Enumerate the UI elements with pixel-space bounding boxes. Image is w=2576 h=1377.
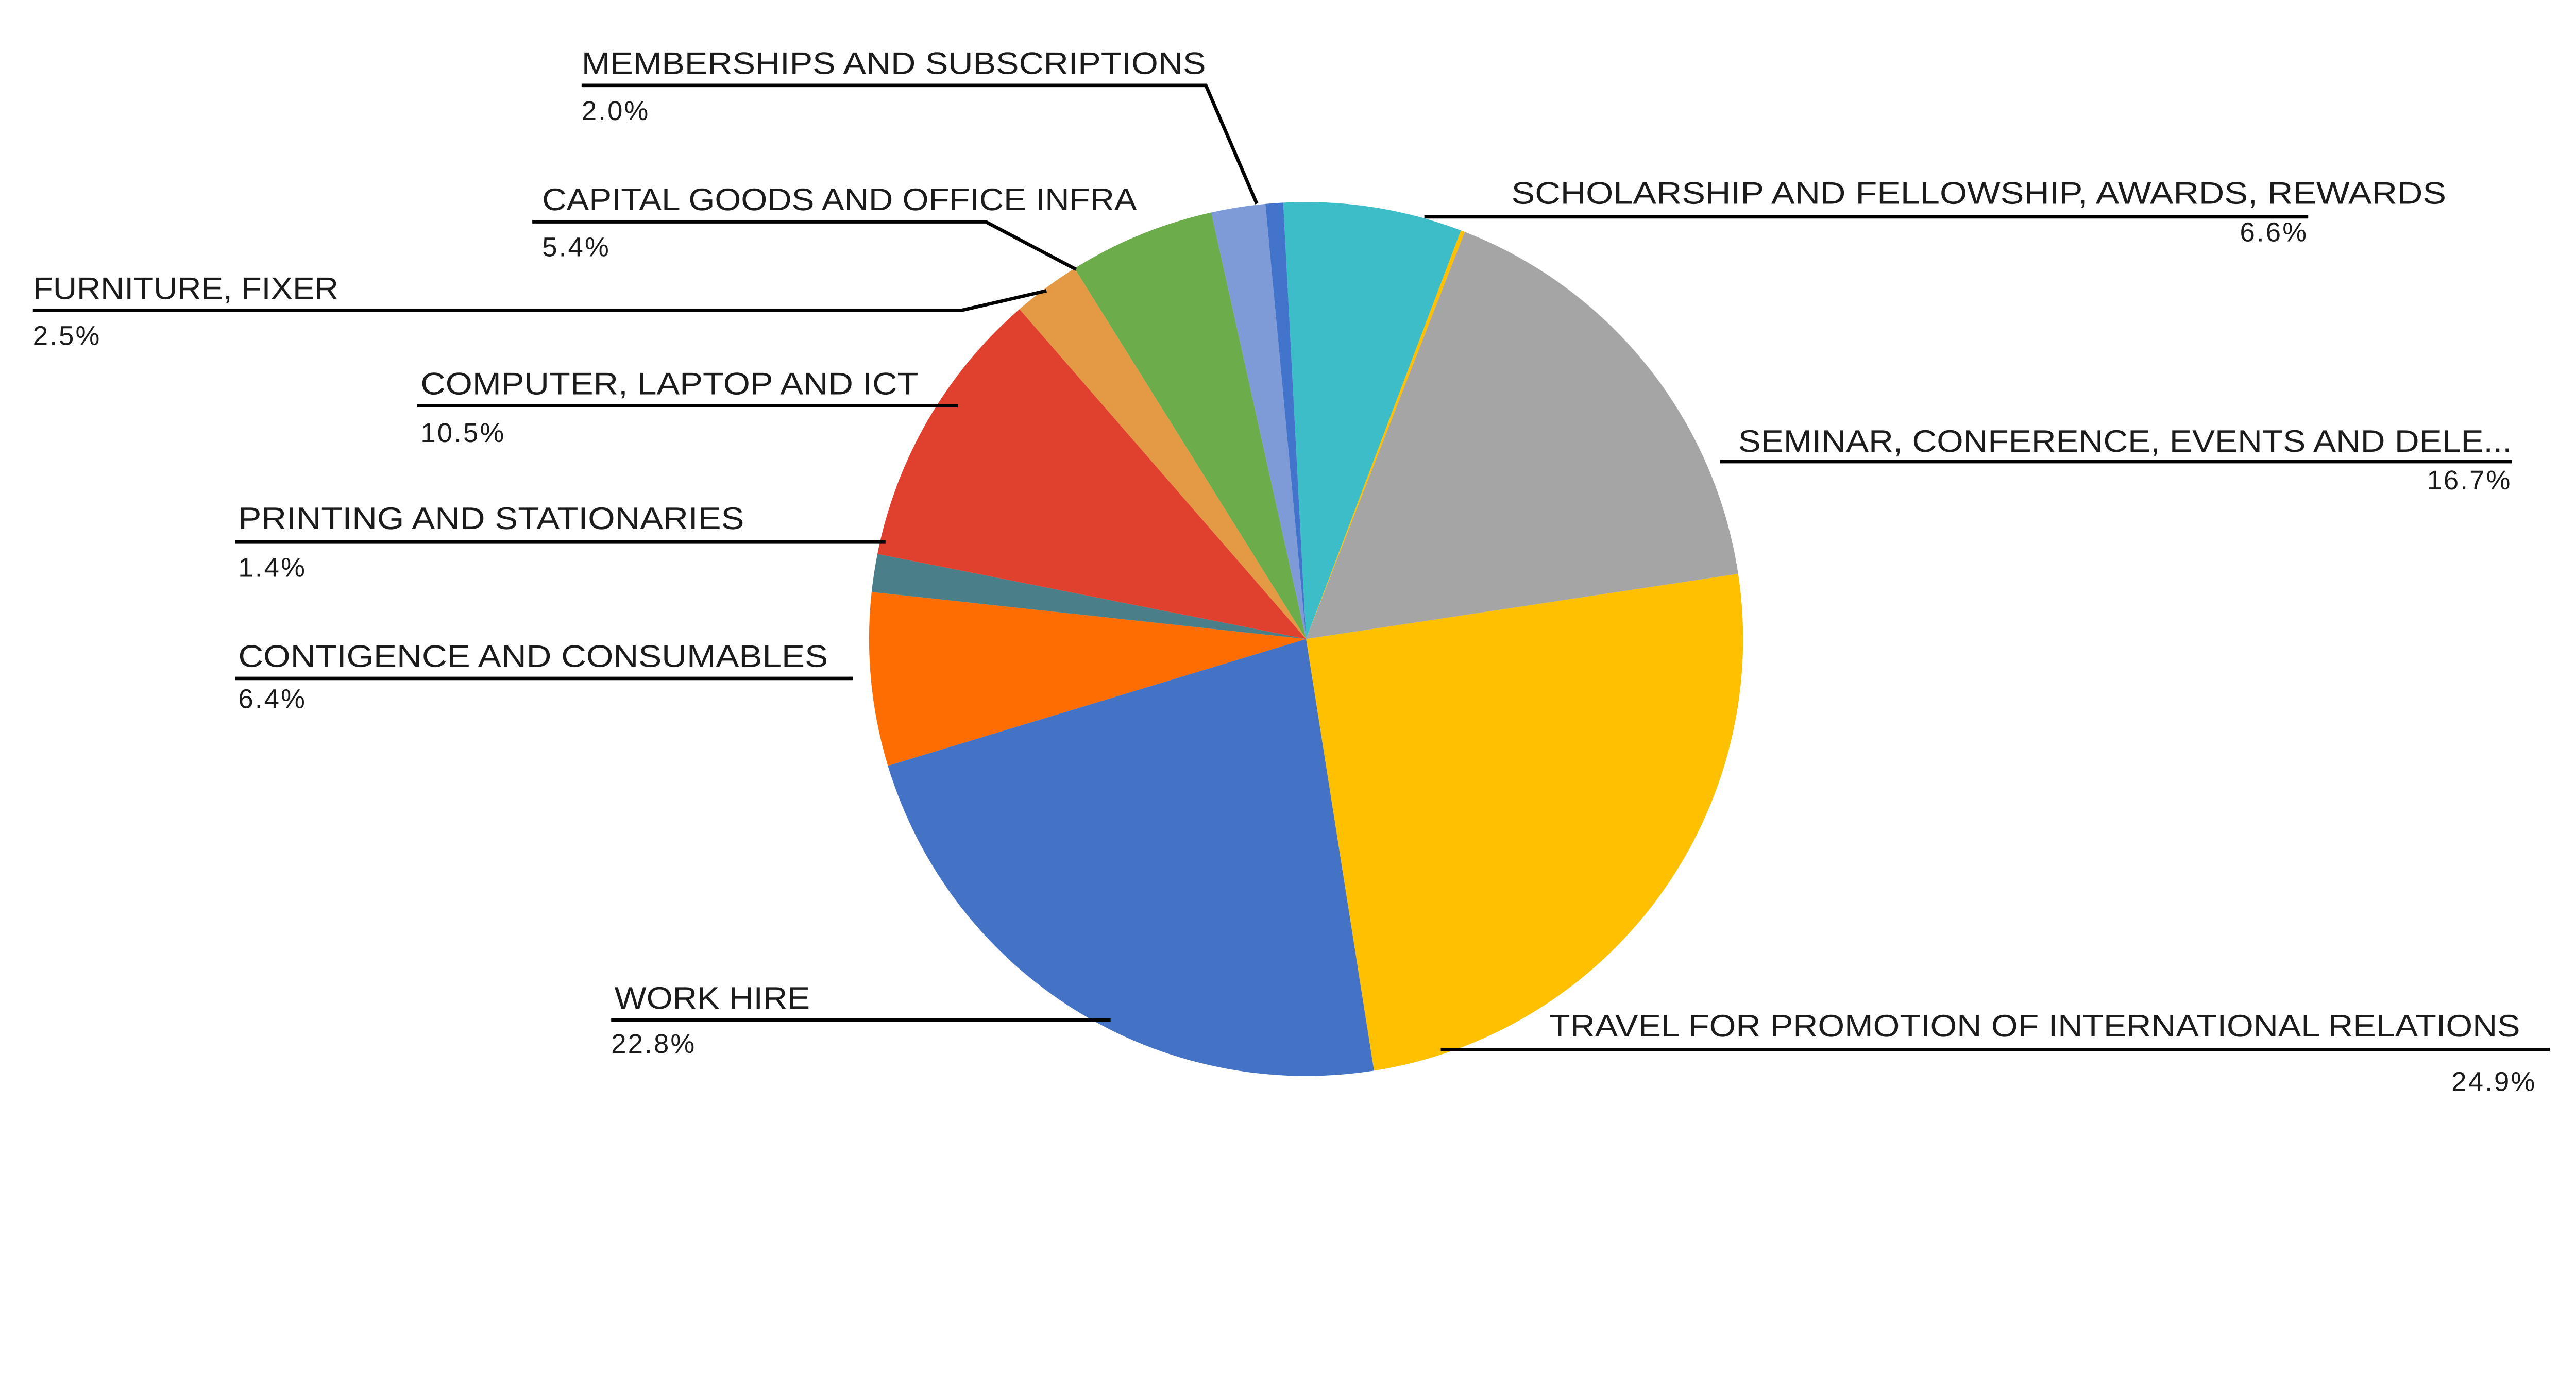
slice-value-capital-goods-and-office-infra: 5.4% (542, 233, 611, 263)
slice-value-computer-laptop-and-ict: 10.5% (420, 419, 505, 448)
slice-label-computer-laptop-and-ict: COMPUTER, LAPTOP AND ICT (420, 368, 919, 402)
slice-label-furniture-fixer: FURNITURE, FIXER (33, 273, 338, 307)
pie-slice-unlabeled-sliver-a[interactable] (1306, 230, 1465, 639)
slice-label-travel-promotion-international-relations: TRAVEL FOR PROMOTION OF INTERNATIONAL RE… (1549, 1010, 2520, 1045)
slice-value-work-hire: 22.8% (611, 1030, 696, 1059)
callout-line-capital-goods-and-office-infra (532, 220, 1077, 271)
slice-value-memberships-and-subscriptions: 2.0% (582, 97, 650, 126)
pie-slice-computer-laptop-and-ict[interactable] (877, 309, 1307, 639)
slice-label-printing-and-stationaries: PRINTING AND STATIONARIES (238, 503, 744, 537)
slice-value-travel-promotion-international-relations: 24.9% (2451, 1068, 2536, 1097)
slice-value-contigence-and-consumables: 6.4% (238, 685, 307, 715)
slice-label-work-hire: WORK HIRE (615, 982, 810, 1017)
slice-label-memberships-and-subscriptions: MEMBERSHIPS AND SUBSCRIPTIONS (582, 47, 1206, 82)
pie-slice-scholarship-fellowship-awards-rewards[interactable] (1283, 202, 1461, 639)
callout-line-furniture-fixer (32, 289, 1047, 313)
pie-slice-work-hire[interactable] (888, 639, 1374, 1076)
slice-label-seminar-conference-events: SEMINAR, CONFERENCE, EVENTS AND DELE... (1738, 426, 2512, 460)
pie-slice-furniture-fixer[interactable] (1019, 268, 1307, 639)
callout-line-memberships-and-subscriptions (581, 83, 1259, 205)
pie-slice-travel-promotion-international-relations[interactable] (1306, 573, 1743, 1071)
pie-slice-capital-goods-and-office-infra[interactable] (1074, 212, 1307, 639)
slice-label-capital-goods-and-office-infra: CAPITAL GOODS AND OFFICE INFRA (542, 184, 1137, 218)
pie-slice-printing-and-stationaries[interactable] (871, 554, 1307, 639)
slice-value-printing-and-stationaries: 1.4% (238, 554, 307, 583)
slice-label-contigence-and-consumables: CONTIGENCE AND CONSUMABLES (238, 641, 828, 675)
callout-lines-layer (32, 83, 2550, 1051)
pie-chart: SCHOLARSHIP AND FELLOWSHIP, AWARDS, REWA… (32, 47, 2550, 1098)
pie-slice-memberships-and-subscriptions[interactable] (1211, 203, 1307, 639)
pie-slices-layer (869, 202, 1743, 1076)
pie-chart-figure: SCHOLARSHIP AND FELLOWSHIP, AWARDS, REWA… (32, 47, 2550, 1098)
pie-slice-seminar-conference-events[interactable] (1306, 232, 1738, 639)
slice-value-scholarship-fellowship-awards-rewards: 6.6% (2240, 218, 2309, 248)
slice-label-scholarship-fellowship-awards-rewards: SCHOLARSHIP AND FELLOWSHIP, AWARDS, REWA… (1512, 177, 2446, 212)
pie-slice-unlabeled-sliver-b[interactable] (1265, 202, 1307, 639)
slice-value-furniture-fixer: 2.5% (33, 322, 101, 351)
pie-slice-contigence-and-consumables[interactable] (869, 592, 1307, 766)
callout-labels-layer: SCHOLARSHIP AND FELLOWSHIP, AWARDS, REWA… (33, 47, 2536, 1097)
slice-value-seminar-conference-events: 16.7% (2427, 467, 2512, 496)
